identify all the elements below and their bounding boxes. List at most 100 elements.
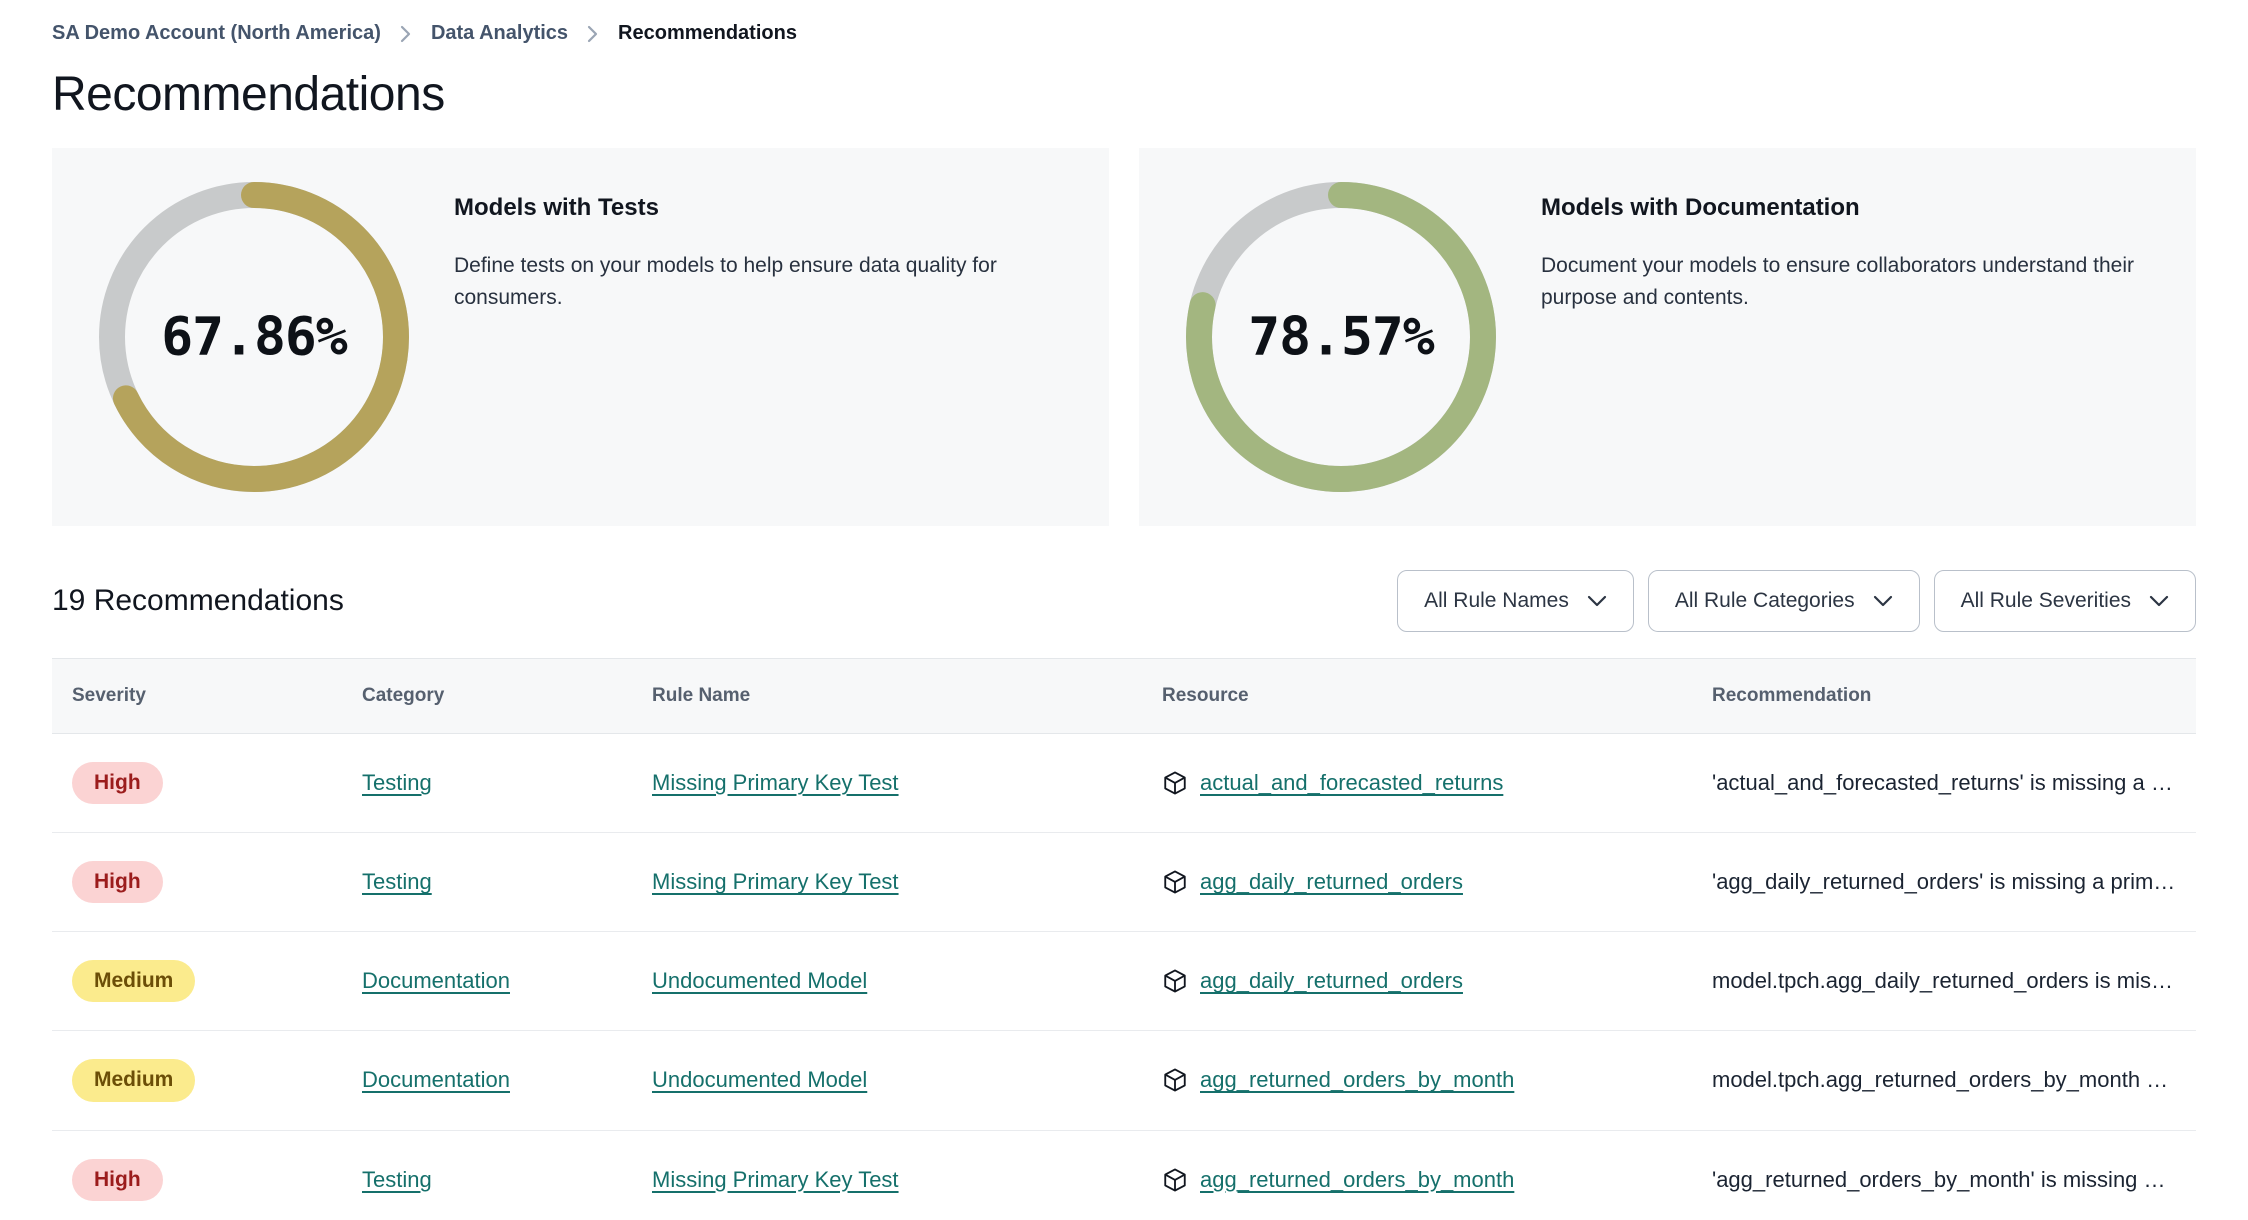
cube-icon <box>1164 771 1186 795</box>
rule-name-link[interactable]: Missing Primary Key Test <box>652 770 899 796</box>
page-title: Recommendations <box>52 68 445 121</box>
category-link[interactable]: Documentation <box>362 1067 510 1093</box>
cube-icon <box>1164 870 1186 894</box>
breadcrumb-item-account[interactable]: SA Demo Account (North America) <box>52 22 381 44</box>
filter-all-rule-names[interactable]: All Rule Names <box>1397 570 1634 632</box>
table-row[interactable]: Medium Documentation Undocumented Model agg… <box>52 1030 2196 1131</box>
recommendation-text: 'agg_returned_orders_by_month' is missin… <box>1712 1166 2166 1192</box>
cell-resource: agg_returned_orders_by_month <box>1142 1130 1692 1220</box>
cell-rule-name: Undocumented Model <box>632 931 1142 1032</box>
cell-category: Documentation <box>342 1030 632 1131</box>
cell-rule-name: Undocumented Model <box>632 1030 1142 1131</box>
category-link[interactable]: Testing <box>362 770 432 796</box>
cell-severity: Medium <box>52 1030 342 1131</box>
cell-recommendation: 'actual_and_forecasted_returns' is missi… <box>1692 733 2196 834</box>
breadcrumb-item-project[interactable]: Data Analytics <box>430 22 569 44</box>
column-header-recommendation: Recommendation <box>1692 658 2196 734</box>
recommendations-table: Severity Category Rule Name Resource Rec… <box>52 658 2196 1220</box>
cell-resource: agg_daily_returned_orders <box>1142 832 1692 933</box>
cube-icon <box>1164 969 1186 993</box>
breadcrumb-item-current: Recommendations <box>618 22 797 44</box>
cell-rule-name: Missing Primary Key Test <box>632 832 1142 933</box>
donut-value-label: 67.86% <box>161 306 347 368</box>
donut-chart-models-with-documentation: 78.57% <box>1161 157 1521 517</box>
table-header-row: Severity Category Rule Name Resource Rec… <box>52 658 2196 734</box>
cell-category: Testing <box>342 832 632 933</box>
filter-all-rule-categories[interactable]: All Rule Categories <box>1647 570 1920 632</box>
status-badge: Medium <box>72 1059 196 1102</box>
metric-card-body: Models with Documentation Document your … <box>1521 194 2196 313</box>
donut-value-label: 78.57% <box>1248 306 1434 368</box>
table-row[interactable]: High Testing Missing Primary Key Test agg_d… <box>52 832 2196 933</box>
chevron-down-icon <box>2149 595 2169 608</box>
table-row[interactable]: High Testing Missing Primary Key Test actua… <box>52 733 2196 834</box>
cell-category: Testing <box>342 1130 632 1220</box>
donut-chart-models-with-tests: 67.86% <box>74 157 434 517</box>
status-badge: Medium <box>72 960 196 1003</box>
filter-label: All Rule Severities <box>1960 589 2131 612</box>
category-link[interactable]: Testing <box>362 1166 432 1192</box>
filter-group: All Rule Names All Rule Categories All R… <box>1397 570 2196 632</box>
category-link[interactable]: Testing <box>362 869 432 895</box>
table-head: Severity Category Rule Name Resource Rec… <box>52 658 2196 734</box>
rule-name-link[interactable]: Missing Primary Key Test <box>652 869 899 895</box>
metric-card-description: Document your models to ensure collabora… <box>1541 254 2134 309</box>
cell-resource: agg_returned_orders_by_month <box>1142 1030 1692 1131</box>
chevron-right-icon <box>399 24 413 44</box>
rule-name-link[interactable]: Missing Primary Key Test <box>652 1166 899 1192</box>
status-badge: High <box>72 1158 163 1201</box>
recommendation-text: 'agg_daily_returned_orders' is missing a… <box>1712 869 2176 895</box>
resource-link[interactable]: agg_daily_returned_orders <box>1200 968 1463 994</box>
cell-rule-name: Missing Primary Key Test <box>632 1130 1142 1220</box>
recommendation-text: model.tpch.agg_daily_returned_orders is … <box>1712 968 2174 994</box>
metric-card-description: Define tests on your models to help ensu… <box>454 254 997 309</box>
table-row[interactable]: Medium Documentation Undocumented Model agg… <box>52 931 2196 1032</box>
rule-name-link[interactable]: Undocumented Model <box>652 1067 868 1093</box>
resource-link[interactable]: actual_and_forecasted_returns <box>1200 770 1504 796</box>
recommendation-text: 'actual_and_forecasted_returns' is missi… <box>1712 770 2173 796</box>
column-header-resource: Resource <box>1142 658 1692 734</box>
filter-label: All Rule Categories <box>1674 589 1855 612</box>
donut-svg <box>99 182 409 492</box>
category-link[interactable]: Documentation <box>362 968 510 994</box>
cell-severity: High <box>52 1130 342 1220</box>
chevron-down-icon <box>1873 595 1893 608</box>
cube-icon <box>1164 1168 1186 1192</box>
rule-name-link[interactable]: Undocumented Model <box>652 968 868 994</box>
resource-link[interactable]: agg_daily_returned_orders <box>1200 869 1463 895</box>
filter-all-rule-severities[interactable]: All Rule Severities <box>1933 570 2196 632</box>
resource-link[interactable]: agg_returned_orders_by_month <box>1200 1166 1515 1192</box>
column-header-severity: Severity <box>52 658 342 734</box>
chevron-right-icon <box>586 24 600 44</box>
cell-category: Testing <box>342 733 632 834</box>
cell-resource: actual_and_forecasted_returns <box>1142 733 1692 834</box>
cell-severity: High <box>52 832 342 933</box>
status-badge: High <box>72 861 163 904</box>
cell-severity: High <box>52 733 342 834</box>
resource-cell: agg_daily_returned_orders <box>1162 968 1692 994</box>
cell-category: Documentation <box>342 931 632 1032</box>
donut-svg <box>1186 182 1496 492</box>
breadcrumb: SA Demo Account (North America) Data Ana… <box>52 0 2196 45</box>
cell-recommendation: 'agg_returned_orders_by_month' is missin… <box>1692 1130 2196 1220</box>
table-row[interactable]: High Testing Missing Primary Key Test agg_r… <box>52 1130 2196 1220</box>
table-toolbar: 19 Recommendations All Rule Names All Ru… <box>52 570 2196 632</box>
cube-icon <box>1164 1068 1186 1093</box>
metric-card-body: Models with Tests Define tests on your m… <box>434 194 1109 313</box>
metric-cards: 67.86% Models with Tests Define tests on… <box>52 148 2196 526</box>
column-header-category: Category <box>342 658 632 734</box>
resource-link[interactable]: agg_returned_orders_by_month <box>1200 1067 1515 1093</box>
resource-cell: agg_daily_returned_orders <box>1162 869 1692 895</box>
status-badge: High <box>72 762 163 805</box>
cell-severity: Medium <box>52 931 342 1032</box>
recommendation-text: model.tpch.agg_returned_orders_by_month … <box>1712 1067 2169 1093</box>
cell-resource: agg_daily_returned_orders <box>1142 931 1692 1032</box>
resource-cell: actual_and_forecasted_returns <box>1162 770 1692 796</box>
resource-cell: agg_returned_orders_by_month <box>1162 1167 1692 1193</box>
metric-card-models-with-tests: 67.86% Models with Tests Define tests on… <box>52 148 1109 526</box>
column-header-rule-name: Rule Name <box>632 658 1142 734</box>
metric-card-models-with-documentation: 78.57% Models with Documentation Documen… <box>1139 148 2196 526</box>
filter-label: All Rule Names <box>1424 589 1569 612</box>
cell-recommendation: model.tpch.agg_daily_returned_orders is … <box>1692 931 2196 1032</box>
